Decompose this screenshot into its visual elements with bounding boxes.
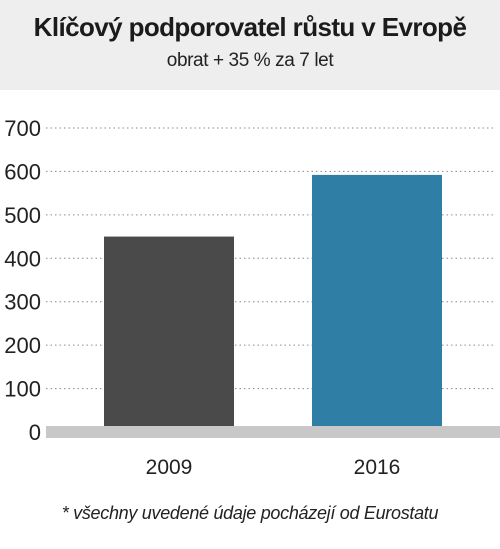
chart-subtitle: obrat + 35 % za 7 let [166, 50, 334, 71]
baseline [46, 426, 500, 438]
chart-title: Klíčový podporovatel růstu v Evropě [33, 12, 467, 42]
y-tick-label: 100 [4, 377, 41, 402]
x-category-label: 2016 [354, 456, 401, 479]
y-tick-label: 600 [4, 159, 41, 184]
y-axis-tick-labels: 0 100 200 300 400 500 600 700 [4, 116, 41, 445]
bar-chart-plot: 0 100 200 300 400 500 600 700 2009 2016 [4, 116, 500, 479]
footnote: * všechny uvedené údaje pocházejí od Eur… [61, 503, 439, 523]
x-axis-baseline [46, 426, 500, 438]
bar-2016 [312, 174, 442, 426]
chart-header: Klíčový podporovatel růstu v Evropě obra… [0, 0, 500, 90]
bars [104, 174, 442, 426]
y-tick-label: 700 [4, 116, 41, 141]
y-tick-label: 400 [4, 246, 41, 271]
bar-2009 [104, 236, 234, 426]
y-tick-label: 300 [4, 290, 41, 315]
y-tick-label: 0 [29, 420, 41, 445]
y-tick-label: 200 [4, 333, 41, 358]
y-tick-label: 500 [4, 203, 41, 228]
x-axis-category-labels: 2009 2016 [146, 456, 401, 479]
x-category-label: 2009 [146, 456, 193, 479]
